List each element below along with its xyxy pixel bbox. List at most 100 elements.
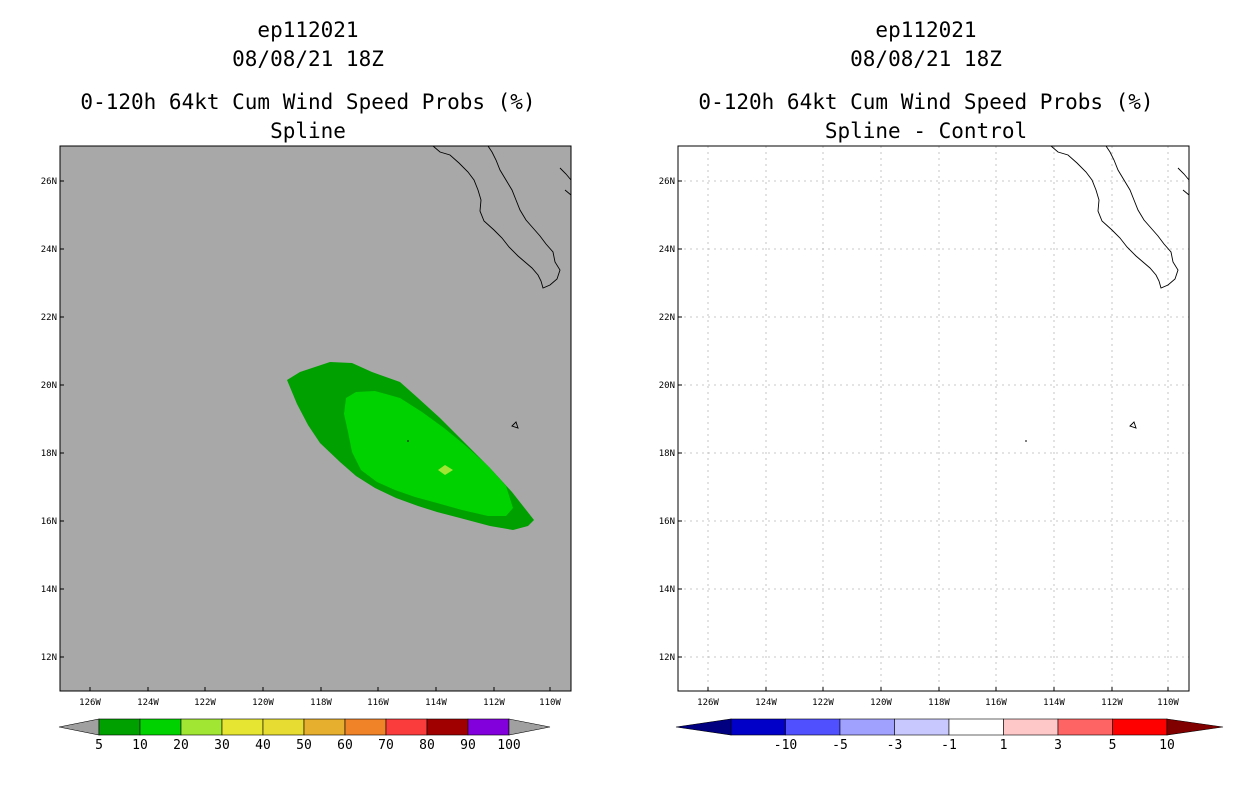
- left-coastline-mainland: [559, 167, 572, 196]
- lon-label: 120W: [870, 698, 892, 708]
- lat-label: 16N: [41, 517, 57, 527]
- lon-label: 122W: [194, 698, 216, 708]
- lat-label: 20N: [41, 381, 57, 391]
- colorbar-label: 10: [132, 738, 148, 753]
- right-island-socorro: [1129, 421, 1137, 429]
- right-coastline-mainland: [1177, 167, 1190, 196]
- colorbar-box: [344, 718, 387, 736]
- lon-label: 112W: [483, 698, 505, 708]
- colorbar-label: 70: [378, 738, 394, 753]
- lon-label: 122W: [812, 698, 834, 708]
- lon-label: 126W: [79, 698, 101, 708]
- left-coastline: [432, 145, 561, 289]
- colorbar-box: [1057, 718, 1113, 736]
- lat-label: 24N: [41, 245, 57, 255]
- colorbar-label: 1: [1000, 738, 1008, 753]
- colorbar-label: 90: [460, 738, 476, 753]
- colorbar-high-arrow: [508, 718, 551, 736]
- lat-label: 24N: [659, 245, 675, 255]
- left-title-storm: ep112021: [257, 18, 358, 42]
- right-gridlines: [678, 146, 1189, 691]
- lat-label: 12N: [41, 653, 57, 663]
- left-colorbar: 5 10 20 30 40 50 60 70 80 90 100: [58, 718, 551, 753]
- lat-label: 14N: [659, 585, 675, 595]
- colorbar-box: [180, 718, 223, 736]
- colorbar-box: [221, 718, 264, 736]
- lat-label: 20N: [659, 381, 675, 391]
- colorbar-box: [303, 718, 346, 736]
- colorbar-box: [730, 718, 786, 736]
- colorbar-label: 40: [255, 738, 271, 753]
- colorbar-label: 50: [296, 738, 312, 753]
- colorbar-box: [948, 718, 1004, 736]
- left-lon-axis: 126W 124W 122W 120W 118W 116W 114W 112W 110W: [79, 687, 561, 708]
- colorbar-box: [1112, 718, 1168, 736]
- lon-label: 112W: [1101, 698, 1123, 708]
- colorbar-label: 5: [1109, 738, 1117, 753]
- lon-label: 114W: [425, 698, 447, 708]
- colorbar-label: -5: [832, 738, 848, 753]
- lon-label: 126W: [697, 698, 719, 708]
- right-map-background: [678, 146, 1189, 691]
- colorbar-label: 5: [95, 738, 103, 753]
- colorbar-box: [385, 718, 428, 736]
- right-map-frame: [677, 145, 1190, 692]
- lat-label: 16N: [659, 517, 675, 527]
- colorbar-box: [426, 718, 469, 736]
- lon-label: 116W: [367, 698, 389, 708]
- lon-label: 116W: [985, 698, 1007, 708]
- probability-contour-20-30: [438, 465, 453, 475]
- colorbar-label: -3: [887, 738, 903, 753]
- left-map-frame: [59, 145, 572, 692]
- colorbar-label: 20: [173, 738, 189, 753]
- colorbar-label: 100: [497, 738, 520, 753]
- left-title-method: Spline: [270, 119, 346, 143]
- right-colorbar: -10 -5 -3 -1 1 3 5 10: [675, 718, 1224, 753]
- lat-label: 18N: [659, 449, 675, 459]
- colorbar-box: [1003, 718, 1059, 736]
- colorbar-box: [467, 718, 510, 736]
- colorbar-low-arrow: [675, 718, 732, 736]
- right-coastline: [1050, 145, 1179, 289]
- colorbar-label: 30: [214, 738, 230, 753]
- lat-label: 26N: [41, 177, 57, 187]
- lon-label: 118W: [310, 698, 332, 708]
- lat-label: 18N: [41, 449, 57, 459]
- colorbar-low-arrow: [58, 718, 100, 736]
- right-panel: ep112021 08/08/21 18Z 0-120h 64kt Cum Wi…: [659, 18, 1224, 753]
- lon-label: 124W: [755, 698, 777, 708]
- lat-label: 12N: [659, 653, 675, 663]
- colorbar-label: -1: [941, 738, 957, 753]
- colorbar-label: 60: [337, 738, 353, 753]
- colorbar-box: [785, 718, 841, 736]
- lon-label: 124W: [137, 698, 159, 708]
- lat-label: 14N: [41, 585, 57, 595]
- colorbar-box: [894, 718, 950, 736]
- colorbar-box: [262, 718, 305, 736]
- colorbar-box: [98, 718, 141, 736]
- left-title-product: 0-120h 64kt Cum Wind Speed Probs (%): [80, 90, 535, 114]
- left-title-date: 08/08/21 18Z: [232, 47, 384, 71]
- right-title-storm: ep112021: [875, 18, 976, 42]
- right-lon-axis: 126W 124W 122W 120W 118W 116W 114W 112W 110W: [697, 687, 1179, 708]
- left-panel: ep112021 08/08/21 18Z 0-120h 64kt Cum Wi…: [41, 18, 572, 753]
- lon-label: 114W: [1043, 698, 1065, 708]
- right-title-product: 0-120h 64kt Cum Wind Speed Probs (%): [698, 90, 1153, 114]
- lon-label: 110W: [1157, 698, 1179, 708]
- lat-label: 26N: [659, 177, 675, 187]
- colorbar-label: 3: [1054, 738, 1062, 753]
- right-title-date: 08/08/21 18Z: [850, 47, 1002, 71]
- lat-label: 22N: [659, 313, 675, 323]
- colorbar-box: [839, 718, 895, 736]
- right-lat-axis: 26N 24N 22N 20N 18N 16N 14N 12N: [659, 177, 682, 663]
- lon-label: 120W: [252, 698, 274, 708]
- right-title-method: Spline - Control: [825, 119, 1027, 143]
- lon-label: 110W: [539, 698, 561, 708]
- lat-label: 22N: [41, 313, 57, 323]
- colorbar-box: [139, 718, 182, 736]
- lon-label: 118W: [928, 698, 950, 708]
- colorbar-high-arrow: [1166, 718, 1224, 736]
- left-lat-axis: 26N 24N 22N 20N 18N 16N 14N 12N: [41, 177, 64, 663]
- colorbar-label: -10: [774, 738, 797, 753]
